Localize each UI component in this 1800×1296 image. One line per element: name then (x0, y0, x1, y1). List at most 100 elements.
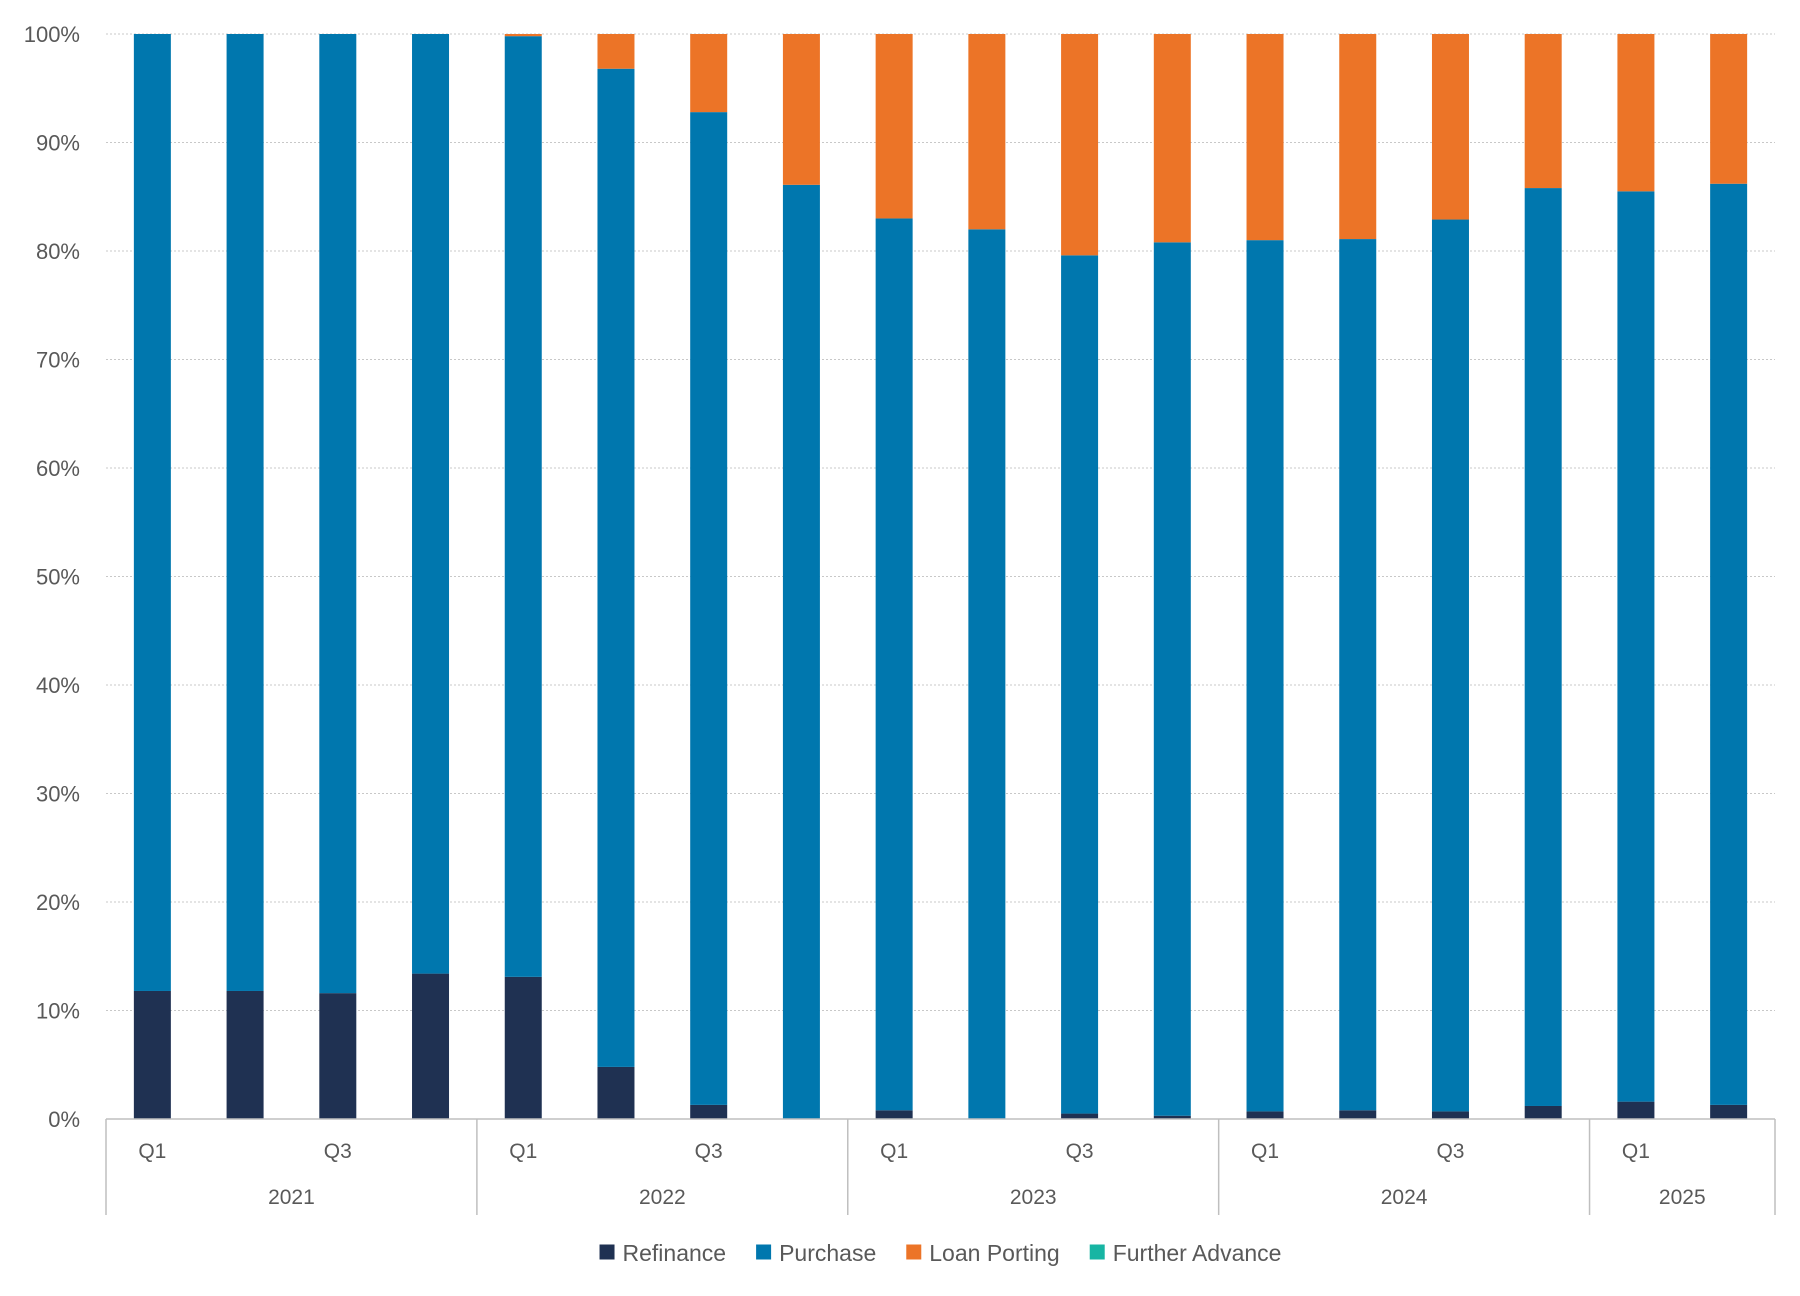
legend-item: Further Advance (1089, 1240, 1282, 1266)
bar-segment-loan-porting (968, 34, 1006, 230)
bar-stack (1339, 34, 1377, 1119)
bar-stack (226, 34, 264, 1119)
gridlines (106, 33, 1775, 1011)
bar-segment-refinance (597, 1066, 635, 1119)
legend-label: Further Advance (1113, 1240, 1282, 1266)
x-tick-label: Q1 (1622, 1140, 1650, 1163)
year-label: 2021 (268, 1186, 315, 1209)
legend-swatch (1089, 1244, 1105, 1260)
bar-segment-purchase (133, 34, 171, 991)
legend-item: Refinance (599, 1240, 727, 1266)
bar-segment-loan-porting (1246, 34, 1284, 241)
bar-segment-purchase (504, 36, 542, 977)
x-tick-label: Q1 (1251, 1140, 1279, 1163)
bar-stack (133, 34, 171, 1119)
legend: Refinance Purchase Loan Porting Further Adv… (599, 1240, 1282, 1266)
bar-segment-loan-porting (1339, 34, 1377, 240)
legend-item: Purchase (756, 1240, 876, 1266)
legend-label: Refinance (623, 1240, 727, 1266)
bar-segment-loan-porting (1710, 34, 1748, 184)
year-label: 2024 (1381, 1186, 1428, 1209)
bar-segment-purchase (875, 218, 913, 1111)
bar-segment-refinance (1061, 1113, 1099, 1119)
legend-swatch (906, 1244, 922, 1260)
bar-segment-purchase (1246, 240, 1284, 1112)
bar-segment-refinance (504, 976, 542, 1119)
bar-stack (1431, 34, 1469, 1119)
bar-segment-refinance (1710, 1104, 1748, 1119)
bar-segment-loan-porting (690, 34, 728, 113)
y-tick-label: 50% (36, 565, 80, 590)
bars (133, 34, 1748, 1120)
y-tick-label: 10% (36, 999, 80, 1024)
bar-segment-purchase (1061, 255, 1099, 1114)
bar-segment-loan-porting (1524, 34, 1562, 189)
bar-segment-loan-porting (504, 34, 542, 37)
bar-segment-refinance (133, 990, 171, 1119)
x-tick-label: Q1 (138, 1140, 166, 1163)
x-tick-label: Q3 (324, 1140, 352, 1163)
bar-stack (1524, 34, 1562, 1119)
bar-stack (1061, 34, 1099, 1119)
bar-segment-purchase (319, 34, 357, 994)
bar-segment-refinance (690, 1104, 728, 1119)
bar-segment-refinance (226, 990, 264, 1119)
bar-segment-purchase (782, 184, 820, 1119)
bar-stack (690, 34, 728, 1119)
bar-segment-refinance (1617, 1101, 1655, 1119)
legend-label: Loan Porting (929, 1240, 1059, 1266)
bar-stack (597, 34, 635, 1119)
bar-segment-refinance (1431, 1111, 1469, 1119)
year-label: 2022 (639, 1186, 686, 1209)
x-tick-label: Q1 (509, 1140, 537, 1163)
x-tick-label: Q3 (1436, 1140, 1464, 1163)
bar-segment-refinance (1246, 1111, 1284, 1119)
y-tick-label: 100% (24, 22, 80, 47)
legend-swatch (756, 1244, 772, 1260)
bar-stack (412, 34, 450, 1119)
y-tick-label: 90% (36, 131, 80, 156)
bar-stack (1153, 34, 1191, 1119)
y-tick-label: 70% (36, 348, 80, 373)
bar-segment-purchase (1431, 219, 1469, 1112)
bar-segment-loan-porting (597, 34, 635, 69)
bar-segment-refinance (875, 1110, 913, 1119)
year-label: 2023 (1010, 1186, 1057, 1209)
x-tick-label: Q3 (1066, 1140, 1094, 1163)
bar-segment-refinance (1153, 1115, 1191, 1119)
y-tick-label: 0% (48, 1107, 80, 1132)
y-tick-label: 30% (36, 782, 80, 807)
bar-stack (1617, 34, 1655, 1119)
bar-stack (875, 34, 913, 1119)
bar-segment-purchase (1339, 239, 1377, 1111)
bar-segment-refinance (1524, 1105, 1562, 1119)
bar-segment-loan-porting (1061, 34, 1099, 256)
legend-swatch (599, 1244, 615, 1260)
bar-segment-purchase (597, 68, 635, 1067)
bar-segment-purchase (1710, 183, 1748, 1105)
bar-segment-purchase (412, 34, 450, 974)
bar-stack (782, 34, 820, 1119)
bar-stack (504, 34, 542, 1119)
bar-segment-purchase (1617, 191, 1655, 1102)
y-tick-label: 40% (36, 673, 80, 698)
year-label: 2025 (1659, 1186, 1706, 1209)
bar-segment-purchase (690, 112, 728, 1105)
bar-segment-refinance (1339, 1110, 1377, 1119)
bar-segment-refinance (319, 993, 357, 1119)
bar-stack (1246, 34, 1284, 1119)
legend-item: Loan Porting (906, 1240, 1060, 1266)
x-tick-label: Q1 (880, 1140, 908, 1163)
bar-stack (319, 34, 357, 1119)
y-tick-label: 80% (36, 239, 80, 264)
x-tick-label: Q3 (695, 1140, 723, 1163)
bar-segment-loan-porting (1153, 34, 1191, 243)
legend-label: Purchase (779, 1240, 876, 1266)
bar-segment-purchase (968, 229, 1006, 1120)
bar-segment-purchase (1524, 188, 1562, 1106)
y-tick-label: 60% (36, 456, 80, 481)
bar-segment-loan-porting (1431, 34, 1469, 220)
axes: 0% 10% 20% 30% 40% 50% 60% 70% 80% 90% 100% Q1 Q3 Q1 Q… (24, 22, 1776, 1215)
